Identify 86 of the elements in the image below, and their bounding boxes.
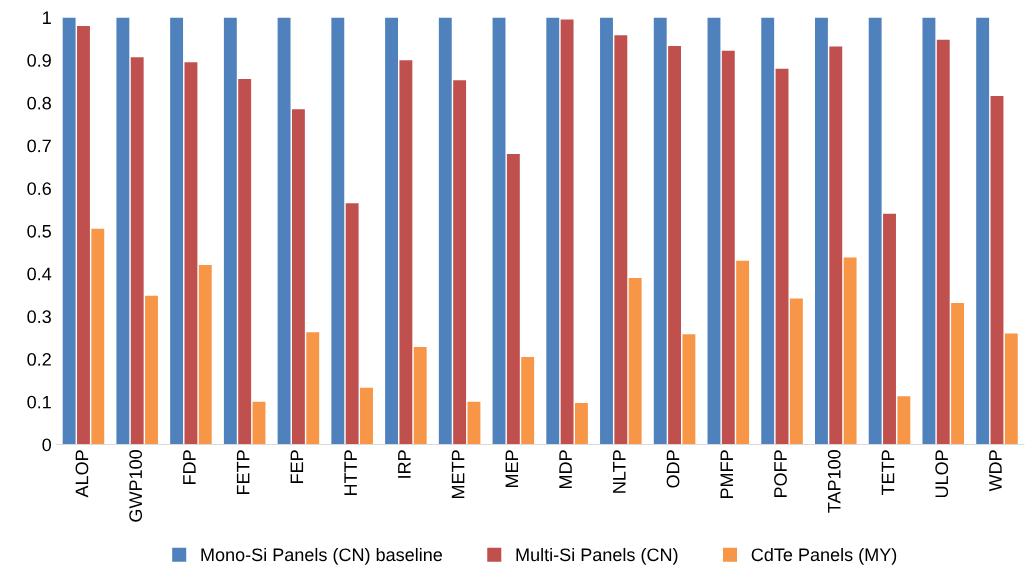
bar [238, 78, 252, 445]
bar [1004, 333, 1018, 445]
x-tick-label: MEP [505, 450, 519, 487]
bar [467, 401, 481, 445]
bar [145, 295, 158, 445]
bar [653, 17, 667, 445]
bar [360, 387, 373, 445]
x-tick-label: NLTP [613, 450, 626, 493]
bar [628, 277, 642, 445]
bar [682, 334, 696, 445]
x-tick-label: POFP [774, 450, 787, 497]
bar [761, 17, 775, 445]
bar [291, 109, 305, 445]
bar [521, 356, 535, 445]
bar [574, 403, 588, 445]
bar [506, 154, 520, 445]
bar [345, 203, 359, 445]
x-tick-label: METP [451, 450, 465, 498]
bar [116, 17, 130, 445]
bar [868, 17, 882, 445]
bar [277, 17, 291, 445]
bar [936, 39, 950, 445]
x-tick-label: FETP [236, 450, 250, 494]
x-tick-label: PMFP [720, 450, 733, 498]
bar [77, 25, 90, 445]
bar [721, 50, 735, 445]
x-tick-label: HTTP [344, 450, 357, 495]
bar [198, 265, 212, 445]
bar [843, 257, 857, 445]
x-tick-label: ULOP [935, 450, 949, 498]
bar [922, 17, 936, 445]
bar [331, 17, 345, 445]
bar [492, 17, 506, 445]
bar [546, 17, 560, 445]
bar [775, 68, 789, 445]
legend-label: CdTe Panels (MY) [751, 547, 897, 565]
x-tick-label: WDP [989, 450, 1002, 492]
x-tick-label: IRP [398, 450, 411, 478]
bar [736, 260, 750, 445]
bar [223, 17, 237, 445]
x-tick-label: MDP [559, 450, 572, 488]
x-tick-label: ALOP [75, 450, 89, 498]
bar [130, 57, 144, 445]
bar [614, 35, 628, 445]
bar [897, 396, 911, 445]
bar [789, 298, 803, 445]
bar [62, 17, 76, 445]
y-tick-label: 0.6 [27, 182, 51, 195]
x-tick-label: FEP [290, 450, 304, 483]
x-tick-label: ODP [666, 450, 680, 488]
bar [815, 17, 828, 445]
y-tick-label: 0.1 [27, 395, 51, 409]
bar [252, 401, 266, 445]
bar [399, 60, 413, 445]
bar [306, 332, 320, 445]
x-tick-label: GWP100 [129, 450, 143, 522]
x-tick-label: TAP100 [827, 450, 841, 513]
bar [385, 17, 398, 445]
bar [829, 46, 843, 445]
bar [951, 303, 965, 445]
bar [668, 46, 682, 445]
x-tick-label: TETP [881, 450, 895, 496]
y-tick-label: 0.4 [27, 267, 52, 281]
bar [184, 62, 198, 445]
y-tick-label: 0.5 [27, 224, 51, 238]
y-tick-label: 0 [42, 438, 52, 452]
bar [170, 17, 184, 445]
bar [990, 96, 1004, 445]
legend-label: Multi-Si Panels (CN) [516, 547, 678, 565]
bar [600, 17, 613, 445]
y-tick-label: 0.2 [27, 352, 51, 366]
bar [883, 213, 896, 445]
bar [976, 17, 990, 445]
legend-label: Mono-Si Panels (CN) baseline [201, 547, 443, 565]
bar [438, 17, 452, 445]
y-tick-label: 1 [43, 11, 51, 24]
bar [413, 347, 427, 445]
y-tick-label: 0.9 [27, 54, 51, 67]
bar [707, 17, 721, 445]
y-tick-label: 0.3 [27, 310, 51, 324]
bar [91, 228, 105, 445]
y-tick-label: 0.8 [27, 96, 51, 110]
bar [453, 80, 467, 445]
bar [560, 19, 574, 445]
x-tick-label: FDP [183, 450, 196, 484]
y-tick-label: 0.7 [27, 139, 51, 153]
